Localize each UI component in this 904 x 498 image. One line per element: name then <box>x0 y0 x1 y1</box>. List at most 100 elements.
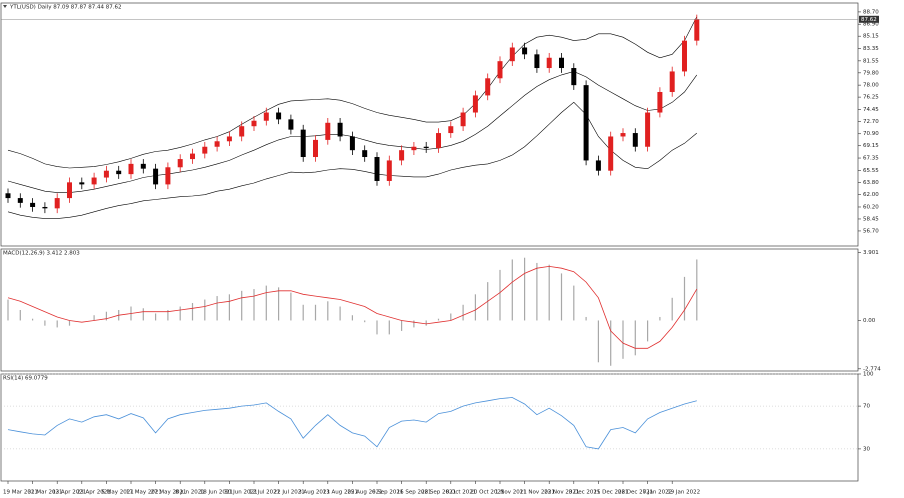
y-tick-label: 86.90 <box>863 22 879 28</box>
candle-body <box>17 198 23 203</box>
bollinger-band <box>7 101 697 219</box>
macd-bar <box>647 320 649 342</box>
macd-bar <box>179 306 181 321</box>
x-tick-label: 19 Jan 2022 <box>667 490 700 496</box>
candle-body <box>386 160 392 181</box>
macd-bar <box>413 320 415 328</box>
candle-body <box>349 136 355 151</box>
candle-body <box>645 112 651 147</box>
x-tick-label: 30 Jun 2021 <box>224 490 257 496</box>
candle-body <box>91 177 97 185</box>
x-tick-label: 19 Mar 2021 <box>3 490 38 496</box>
x-tick-label: 27 May 2021 <box>151 490 187 496</box>
x-tick-label: 31 Mar 2021 <box>28 490 63 496</box>
candle-body <box>30 202 36 207</box>
candle-body <box>620 133 626 137</box>
macd-bar <box>228 294 230 321</box>
candle-body <box>595 160 601 171</box>
macd-bar <box>364 320 366 323</box>
macd-bar <box>560 273 563 321</box>
candle-body <box>42 206 48 209</box>
x-tick-label: 20 Oct 2021 <box>470 490 504 496</box>
macd-bar <box>56 320 58 328</box>
x-tick-label: 11 Nov 2021 <box>520 490 555 496</box>
x-tick-label: 17 May 2021 <box>126 490 162 496</box>
candle-body <box>583 85 589 161</box>
y-tick-label: 0.00 <box>863 318 876 324</box>
candle-body <box>682 40 687 72</box>
x-tick-label: 25 Aug 2021 <box>347 490 382 496</box>
macd-bar <box>388 320 390 335</box>
y-tick-label: 30 <box>863 446 870 452</box>
macd-bar <box>327 301 329 321</box>
candle-body <box>263 112 269 121</box>
x-tick-label: 13 Aug 2021 <box>323 490 358 496</box>
x-tick-label: 28 Dec 2021 <box>618 490 653 496</box>
rsi-line <box>7 397 697 450</box>
x-tick-label: 8 Oct 2021 <box>446 490 477 496</box>
macd-bar <box>278 287 280 321</box>
candle-body <box>190 153 195 160</box>
x-tick-label: 22 Jul 2021 <box>274 490 305 496</box>
macd-bar <box>548 264 550 321</box>
candle-body <box>509 47 515 62</box>
macd-bar <box>683 276 686 321</box>
y-tick-label: 65.55 <box>863 168 879 174</box>
candle-body <box>177 159 183 168</box>
candle-body <box>300 129 306 158</box>
candle-body <box>559 57 564 69</box>
macd-bar <box>634 320 636 356</box>
y-tick-label: -2.774 <box>863 366 881 372</box>
y-tick-label: 72.70 <box>863 119 879 125</box>
candle-body <box>411 146 417 151</box>
candle-body <box>522 47 528 55</box>
macd-bar <box>511 259 513 321</box>
y-tick-label: 100 <box>863 372 874 378</box>
candle-body <box>657 91 663 113</box>
candle-body <box>694 19 700 41</box>
macd-bar <box>191 303 194 321</box>
candle-body <box>313 139 318 158</box>
x-tick-label: 13 Apr 2021 <box>52 490 86 496</box>
x-tick-label: 12 Jul 2021 <box>249 490 280 496</box>
macd-bar <box>105 311 107 321</box>
candle-body <box>214 141 220 147</box>
y-tick-label: 62.00 <box>863 192 879 198</box>
macd-bar <box>622 320 624 359</box>
candle-body <box>226 136 232 142</box>
candle-body <box>128 163 134 175</box>
x-tick-label: 8 Jun 2021 <box>175 490 205 496</box>
macd-bar <box>32 318 34 321</box>
y-tick-label: 63.80 <box>863 180 879 186</box>
x-tick-label: 7 Jan 2022 <box>643 490 672 496</box>
macd-bar <box>474 294 476 321</box>
panel-frame <box>0 2 859 247</box>
x-tick-label: 1 Nov 2021 <box>495 490 527 496</box>
x-tick-label: 28 Sep 2021 <box>421 490 456 496</box>
macd-bar <box>659 316 661 321</box>
macd-bar <box>216 296 218 321</box>
bollinger-band <box>7 16 698 169</box>
candle-body <box>337 122 343 137</box>
candle-body <box>399 150 405 161</box>
candle-body <box>485 78 491 96</box>
macd-bar <box>19 310 21 321</box>
macd-bar <box>671 297 673 321</box>
candle-body <box>460 112 466 127</box>
y-tick-label: 56.70 <box>863 228 879 234</box>
macd-bar <box>155 313 157 321</box>
x-tick-label: 23 Nov 2021 <box>544 490 579 496</box>
candle-body <box>116 170 122 175</box>
panel-frame <box>0 248 859 372</box>
y-tick-label: 58.45 <box>863 216 879 222</box>
candle-body <box>374 157 380 181</box>
macd-bar <box>351 315 353 321</box>
candle-body <box>153 168 159 185</box>
macd-bar <box>339 306 341 321</box>
candle-body <box>79 182 85 185</box>
macd-bar <box>253 289 255 321</box>
candle-body <box>202 146 208 154</box>
candle-body <box>103 170 109 178</box>
signal-line <box>7 265 698 349</box>
